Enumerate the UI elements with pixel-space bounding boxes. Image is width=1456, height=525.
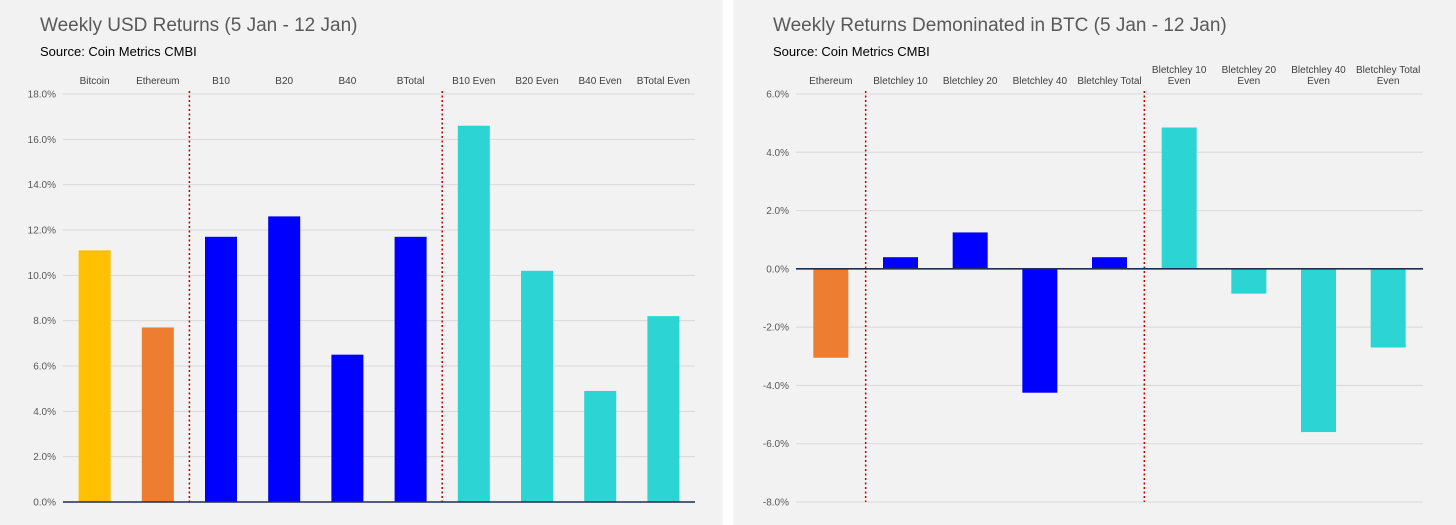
category-label: Bitcoin [80, 76, 110, 87]
category-label: Bletchley 10 [1152, 65, 1207, 76]
bar [205, 236, 237, 503]
chart-panel-usd-returns: Weekly USD Returns (5 Jan - 12 Jan) Sour… [0, 0, 723, 525]
y-tick-label: 6.0% [766, 90, 789, 101]
y-tick-label: -4.0% [763, 381, 789, 392]
y-tick-label: -2.0% [763, 323, 789, 334]
chart-title: Weekly USD Returns (5 Jan - 12 Jan) [40, 15, 358, 36]
y-tick-label: 18.0% [28, 90, 56, 101]
chart-title: Weekly Returns Demoninated in BTC (5 Jan… [773, 15, 1227, 36]
y-tick-label: 2.0% [766, 206, 789, 217]
y-tick-label: 4.0% [33, 407, 56, 418]
category-label: Bletchley 10 [873, 76, 928, 87]
bar [394, 236, 427, 503]
category-label: Even [1237, 76, 1260, 87]
category-label: Ethereum [136, 76, 179, 87]
bar [952, 232, 988, 269]
bar [331, 354, 364, 502]
category-label: B10 [212, 76, 230, 87]
category-label: Bletchley 40 [1013, 76, 1068, 87]
category-label: Bletchley 20 [943, 76, 998, 87]
y-tick-label: -8.0% [763, 498, 789, 509]
bar [78, 250, 111, 502]
bar [1231, 268, 1267, 294]
y-tick-label: 2.0% [33, 452, 56, 463]
bar [268, 216, 301, 502]
y-tick-label: 16.0% [28, 135, 56, 146]
bar [521, 270, 553, 502]
bar [1022, 268, 1058, 393]
category-label: Bletchley 40 [1291, 65, 1346, 76]
category-label: B40 Even [579, 76, 622, 87]
bar [584, 390, 617, 502]
bar [141, 327, 174, 502]
category-label: BTotal [397, 76, 425, 87]
y-tick-label: 10.0% [28, 271, 56, 282]
category-label: Bletchley Total [1077, 76, 1141, 87]
y-tick-label: 12.0% [28, 226, 56, 237]
chart-subtitle: Source: Coin Metrics CMBI [40, 44, 197, 59]
category-label: Even [1377, 76, 1400, 87]
bar [813, 268, 849, 358]
category-label: Bletchley 20 [1222, 65, 1277, 76]
bar [1092, 257, 1127, 269]
bar [647, 316, 680, 502]
y-tick-label: 8.0% [33, 316, 56, 327]
bar [1161, 127, 1197, 269]
category-label: Ethereum [809, 76, 852, 87]
btc-returns-bar-chart: -8.0% -6.0% -4.0% -2.0% 0.0% 2.0% 4.0% 6.0% Ethe… [763, 65, 1423, 509]
bar [1370, 268, 1406, 348]
category-label: Even [1307, 76, 1330, 87]
category-label: Even [1168, 76, 1191, 87]
usd-returns-bar-chart: 0.0% 2.0% 4.0% 6.0% 8.0% 10.0% 12.0% 14.0% 16.0%… [28, 76, 695, 509]
y-tick-label: 6.0% [33, 362, 56, 373]
bar [457, 125, 490, 502]
y-tick-label: -6.0% [763, 439, 789, 450]
bar [883, 257, 918, 269]
category-label: B20 Even [515, 76, 558, 87]
category-label: B20 [275, 76, 293, 87]
category-label: Bletchley Total [1356, 65, 1420, 76]
y-tick-label: 4.0% [766, 148, 789, 159]
chart-panel-btc-returns: Weekly Returns Demoninated in BTC (5 Jan… [733, 0, 1456, 525]
category-label: B40 [339, 76, 357, 87]
chart-subtitle: Source: Coin Metrics CMBI [773, 44, 930, 59]
y-tick-label: 0.0% [33, 498, 56, 509]
category-label: B10 Even [452, 76, 495, 87]
bar [1301, 268, 1336, 433]
y-tick-label: 14.0% [28, 180, 56, 191]
y-tick-label: 0.0% [766, 264, 789, 275]
category-label: BTotal Even [637, 76, 690, 87]
